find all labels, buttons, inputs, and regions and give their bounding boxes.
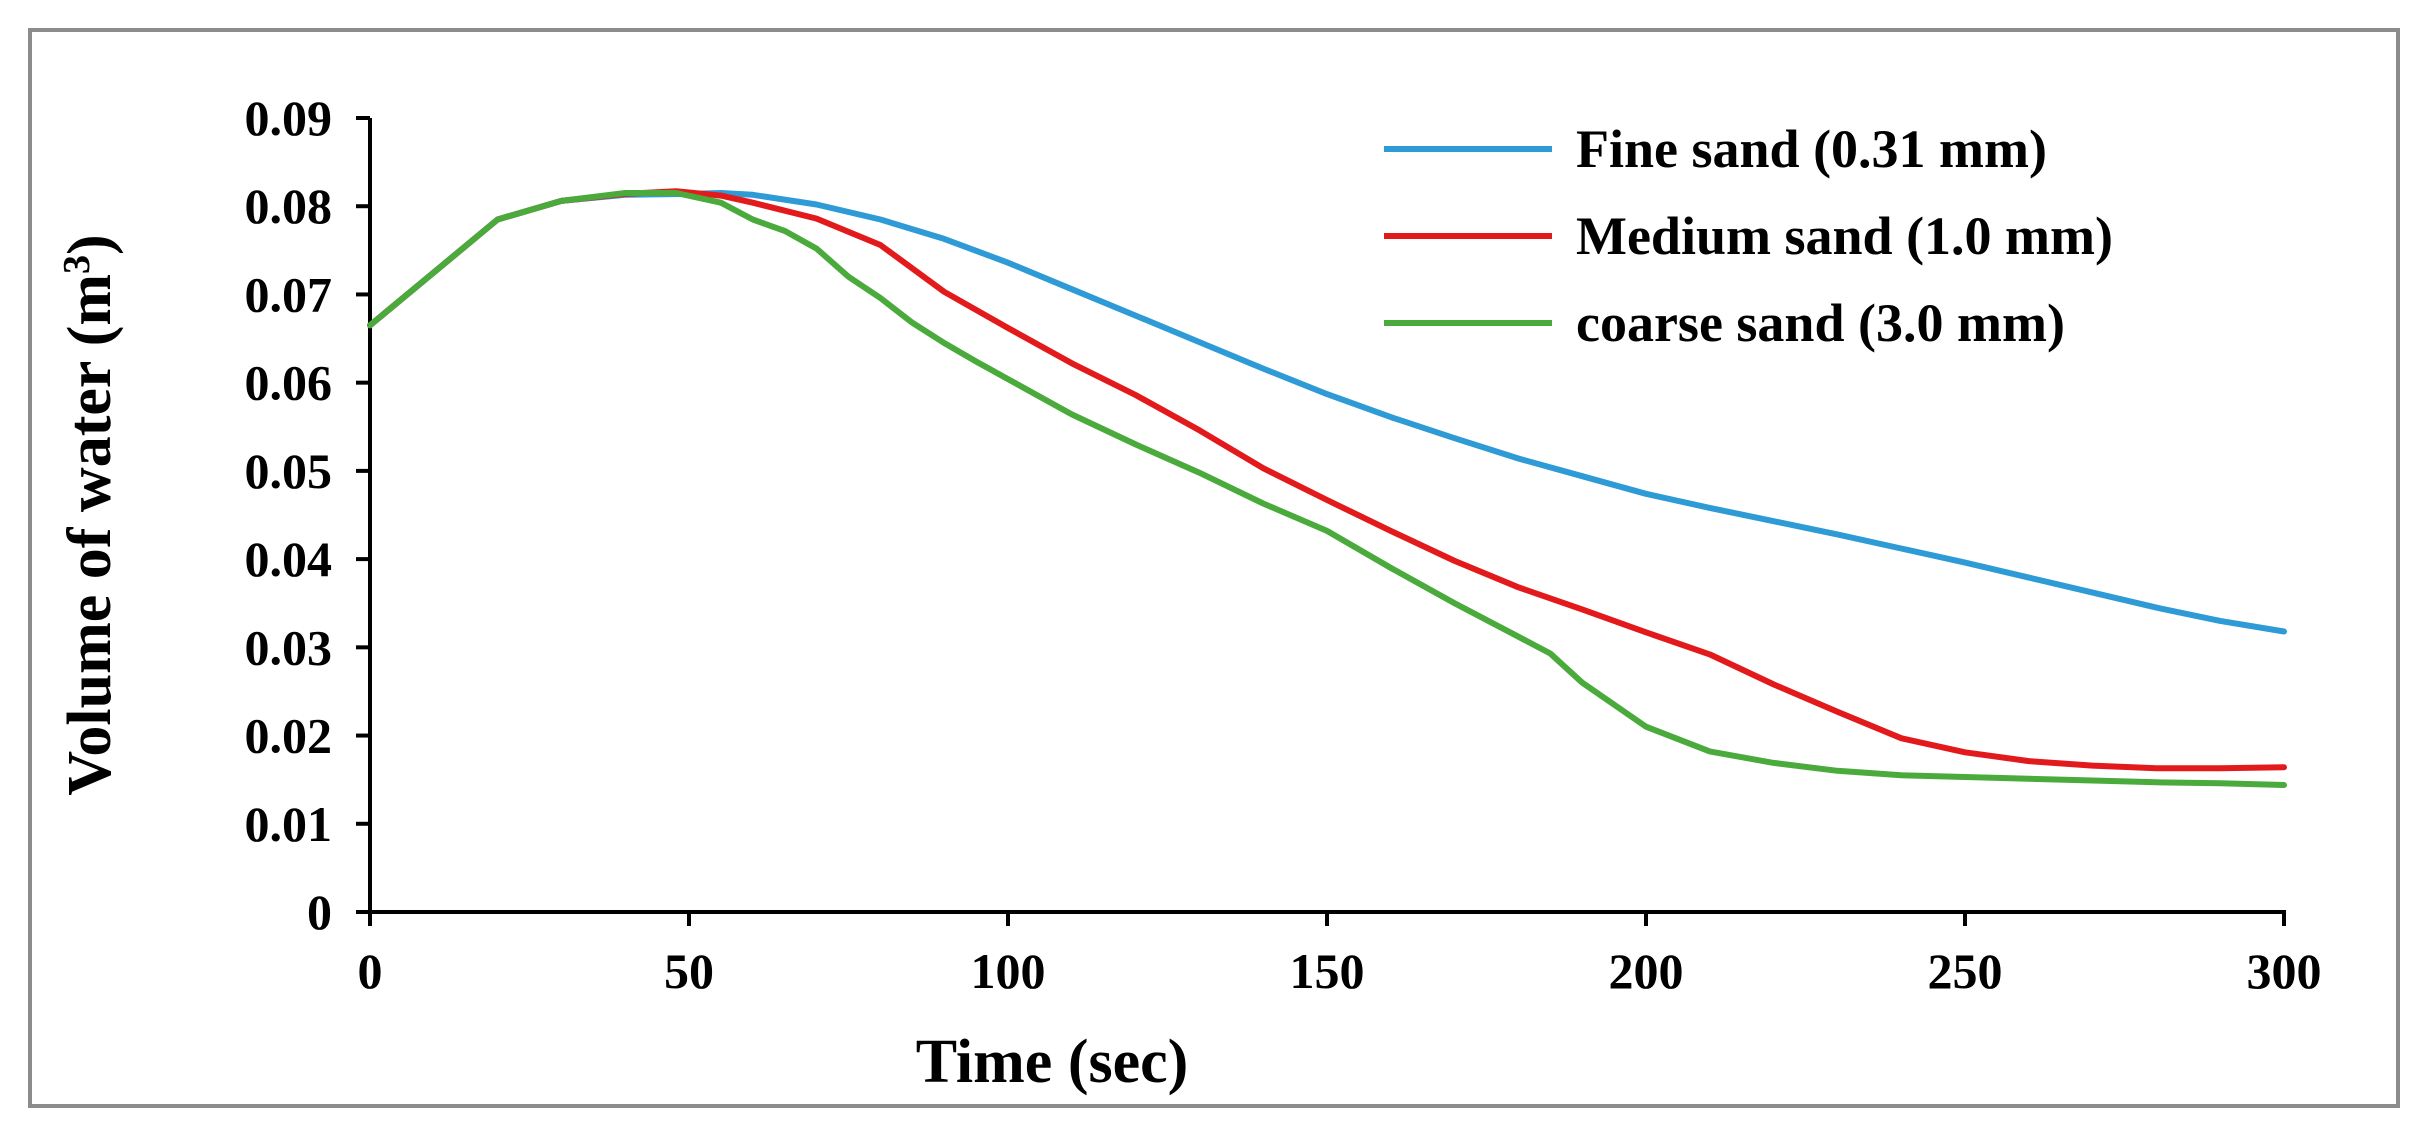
chart-frame: 0 0.01 0.02 0.03 0.04 0.05 0.06 0.07 0.08 0.09 0 50… bbox=[28, 28, 2400, 1108]
series-line-3 bbox=[367, 190, 2287, 788]
y-axis-title: Volume of water (m3) bbox=[56, 234, 124, 795]
y-tick-label: 0.08 bbox=[245, 178, 333, 234]
legend: Fine sand (0.31 mm) Medium sand (1.0 mm) c… bbox=[1384, 119, 2113, 353]
x-tick-label: 100 bbox=[971, 943, 1046, 999]
y-tick-label: 0.09 bbox=[245, 90, 333, 146]
y-tick-label: 0.01 bbox=[245, 796, 333, 852]
y-tick-label: 0.03 bbox=[245, 619, 333, 675]
y-tick-label: 0.06 bbox=[245, 355, 333, 411]
y-tick-label: 0.02 bbox=[245, 708, 333, 764]
y-tick-label: 0.04 bbox=[245, 531, 333, 587]
legend-label-3: coarse sand (3.0 mm) bbox=[1576, 293, 2065, 353]
x-tick-label: 250 bbox=[1928, 943, 2003, 999]
legend-label-1: Fine sand (0.31 mm) bbox=[1576, 119, 2047, 179]
y-tick-label: 0.07 bbox=[245, 266, 333, 322]
x-axis-title: Time (sec) bbox=[916, 1028, 1189, 1096]
y-tick-label: 0.05 bbox=[245, 443, 333, 499]
legend-label-2: Medium sand (1.0 mm) bbox=[1576, 206, 2113, 266]
tick-labels: 0 0.01 0.02 0.03 0.04 0.05 0.06 0.07 0.08 0.09 0 50… bbox=[245, 90, 2322, 999]
x-tick-label: 150 bbox=[1290, 943, 1365, 999]
ticks bbox=[356, 116, 2286, 926]
x-tick-label: 200 bbox=[1609, 943, 1684, 999]
y-tick-label: 0 bbox=[307, 884, 332, 940]
x-tick-label: 50 bbox=[664, 943, 714, 999]
x-tick-label: 300 bbox=[2247, 943, 2322, 999]
line-chart: 0 0.01 0.02 0.03 0.04 0.05 0.06 0.07 0.08 0.09 0 50… bbox=[56, 90, 2322, 1096]
plot-lines bbox=[367, 188, 2287, 788]
series-line-2 bbox=[367, 188, 2287, 772]
x-tick-label: 0 bbox=[358, 943, 383, 999]
